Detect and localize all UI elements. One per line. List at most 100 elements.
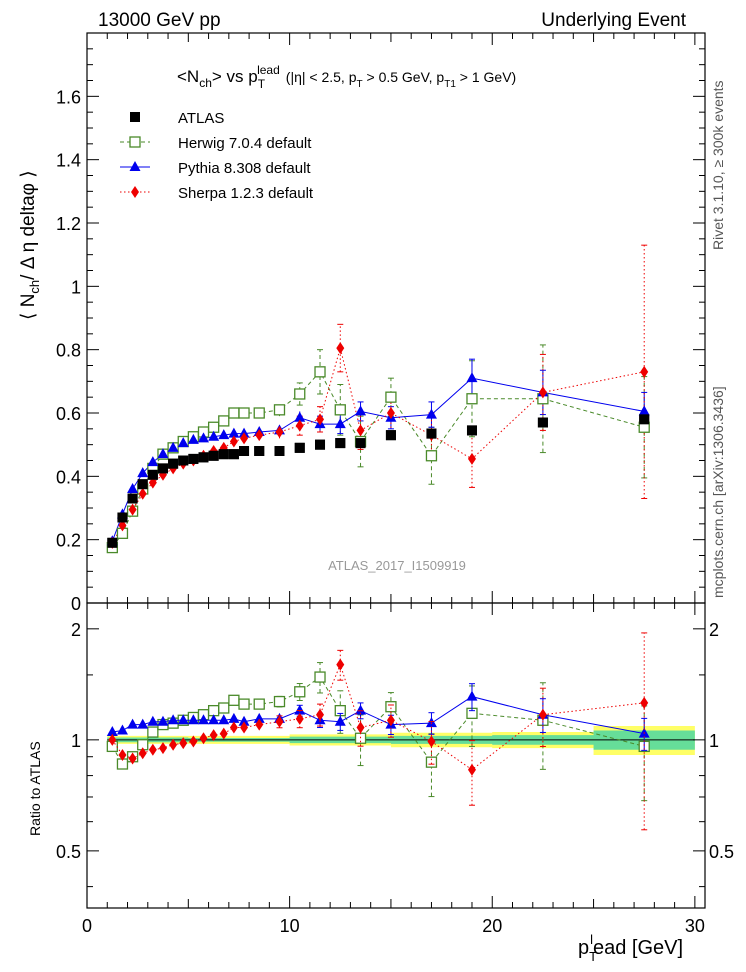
watermark: ATLAS_2017_I1509919 [328, 558, 466, 573]
ratio-ylabel: Ratio to ATLAS [27, 741, 43, 836]
atlas-point [639, 414, 650, 425]
ratio-point [336, 658, 345, 671]
ratio-point [167, 714, 179, 725]
ratio-point [355, 704, 367, 715]
atlas-point [537, 417, 548, 428]
data-point [466, 372, 478, 383]
atlas-point [385, 430, 396, 441]
ratio-point [208, 714, 220, 725]
atlas-point [218, 449, 229, 460]
legend-label: Herwig 7.0.4 default [178, 135, 312, 152]
ratio-point [128, 752, 137, 765]
upper-plot: 0 0.2 0.4 0.6 0.8 1 1.2 1.4 1.6 [56, 32, 706, 614]
ratio-point [138, 747, 147, 760]
upper-ylabel: ⟨ Nch/ Δ η deltaφ ⟩ [18, 170, 42, 320]
atlas-point [198, 452, 209, 463]
data-point [127, 483, 139, 493]
legend-marker [129, 161, 141, 171]
data-point [198, 432, 210, 443]
ratio-point [425, 717, 437, 728]
ratio-point [147, 726, 159, 738]
ratio-point [253, 698, 265, 710]
ratio-point [218, 714, 230, 725]
ratio-point [425, 756, 438, 768]
legend-marker [131, 186, 139, 198]
data-point [167, 441, 179, 452]
data-point [238, 407, 250, 419]
data-point [147, 456, 159, 467]
data-point [177, 437, 189, 448]
plot-title: <Nch> vs pTlead (|η| < 2.5, pT > 0.5 GeV,… [177, 63, 516, 91]
data-point [386, 407, 395, 419]
ratio-plot: 0.5 0.51 12 20 10 20 30 [56, 602, 734, 936]
ratio-point [275, 715, 284, 728]
ratio-y-tick-label-right: 0.5 [709, 842, 734, 862]
data-point [138, 487, 147, 500]
data-point [128, 503, 137, 516]
x-tick-label: 10 [280, 916, 300, 936]
ratio-point [198, 714, 210, 725]
data-point [355, 405, 367, 416]
data-point [218, 429, 230, 440]
ratio-point [238, 715, 250, 726]
data-point [316, 413, 325, 426]
legend: ATLAS Herwig 7.0.4 default Pythia 8.308 de… [120, 110, 314, 202]
data-point [295, 419, 304, 432]
ratio-point [179, 737, 188, 750]
atlas-point [315, 439, 326, 450]
data-point [157, 448, 169, 459]
ratio-point [219, 727, 228, 740]
y-tick-label: 0.8 [56, 341, 81, 361]
ratio-y-tick-label-right: 2 [709, 620, 719, 640]
data-point [208, 430, 220, 441]
ratio-point [118, 748, 127, 761]
ratio-point [158, 742, 167, 755]
data-point [275, 426, 284, 438]
ratio-point [218, 702, 230, 714]
series-line [111, 346, 645, 544]
data-point [334, 404, 346, 416]
atlas-point [107, 537, 118, 548]
atlas-point [208, 450, 219, 461]
data-point [314, 366, 326, 378]
ratio-point [199, 732, 208, 745]
ratio-point [467, 763, 476, 776]
ratio-point [157, 715, 169, 726]
y-tick-label: 0.4 [56, 467, 81, 487]
atlas-point [466, 425, 477, 436]
data-point [294, 388, 306, 400]
ratio-point [169, 738, 178, 751]
ratio-point [108, 733, 117, 746]
ratio-point [386, 714, 395, 727]
data-point [638, 405, 650, 416]
data-point [425, 408, 437, 419]
x-tick-label: 20 [482, 916, 502, 936]
ratio-point [177, 714, 189, 725]
ratio-point [147, 715, 159, 726]
data-point [385, 391, 397, 403]
ratio-point [314, 671, 326, 683]
data-point [228, 407, 240, 419]
data-point [255, 429, 264, 442]
legend-label: Pythia 8.308 default [178, 160, 311, 177]
data-point [640, 365, 649, 378]
atlas-point [168, 458, 179, 469]
atlas-point [137, 479, 148, 490]
x-tick-label: 0 [82, 916, 92, 936]
data-point [294, 411, 306, 422]
y-tick-label: 1.6 [56, 87, 81, 107]
atlas-point [117, 512, 128, 523]
y-tick-label: 0.6 [56, 404, 81, 424]
ratio-point [189, 735, 198, 748]
y-tick-label: 0 [71, 594, 81, 614]
data-point [273, 404, 286, 416]
y-tick-label: 0.2 [56, 531, 81, 551]
atlas-point [239, 446, 250, 456]
ratio-point [187, 714, 199, 725]
data-point [218, 415, 230, 427]
legend-label: Sherpa 1.2.3 default [178, 185, 314, 202]
ratio-y-tick-label-right: 1 [709, 731, 719, 751]
ratio-point [228, 694, 240, 706]
ratio-y-tick-label: 0.5 [56, 842, 81, 862]
